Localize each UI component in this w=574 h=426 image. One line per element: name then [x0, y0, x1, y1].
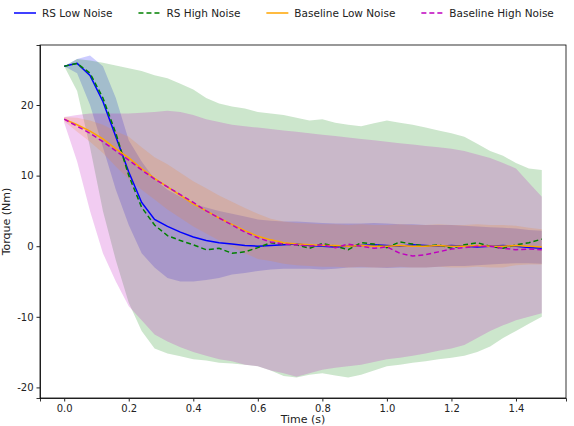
y-tick: 10	[21, 170, 40, 181]
y-tick-mark	[37, 246, 41, 247]
x-axis: 0.0 0.2 0.4 0.6 0.8 1.0 1.2 1.4	[41, 398, 567, 414]
plot-frame	[40, 45, 566, 398]
y-axis: -20 -10 0 10 20	[17, 46, 40, 399]
x-tick-label: 0.2	[121, 403, 137, 414]
x-tick-label: 1.0	[379, 403, 395, 414]
legend-item: RS Low Noise	[14, 7, 112, 19]
legend-label: RS High Noise	[166, 7, 240, 19]
x-tick-mark	[64, 398, 65, 402]
x-axis-line	[41, 399, 567, 402]
x-tick-label: 0.4	[186, 403, 202, 414]
chart: 0.0 0.2 0.4 0.6 0.8 1.0 1.2 1.4 -20 -10 0 10 20 Time …	[0, 0, 574, 426]
x-tick: 0.6	[250, 398, 266, 414]
legend-item: RS High Noise	[138, 7, 240, 19]
legend-swatch	[266, 12, 288, 14]
band	[64, 59, 542, 377]
y-tick-label: 10	[21, 170, 34, 181]
legend-swatch	[14, 12, 36, 14]
x-tick-label: 0.0	[57, 403, 73, 414]
legend: RS Low Noise RS High Noise Baseline Low No…	[14, 7, 554, 19]
plot: 0.0 0.2 0.4 0.6 0.8 1.0 1.2 1.4 -20 -10 0 10 20	[17, 45, 566, 414]
y-tick-label: 0	[27, 241, 33, 252]
plot-area	[64, 56, 542, 378]
y-tick: -20	[17, 382, 40, 393]
y-tick-mark	[37, 176, 41, 177]
legend-swatch	[138, 12, 160, 14]
line	[64, 63, 542, 253]
y-tick-mark	[37, 317, 41, 318]
y-tick-label: -20	[17, 382, 33, 393]
y-tick: 0	[27, 241, 40, 252]
x-tick: 1.0	[379, 398, 395, 414]
legend-label: Baseline Low Noise	[294, 7, 395, 19]
legend-label: RS Low Noise	[42, 7, 112, 19]
x-tick-mark	[129, 398, 130, 402]
x-tick-mark	[322, 398, 323, 402]
x-tick-mark	[193, 398, 194, 402]
y-tick-label: 20	[21, 100, 34, 111]
x-tick: 0.2	[121, 398, 137, 414]
y-axis-line	[37, 46, 41, 399]
legend-item: Baseline Low Noise	[266, 7, 395, 19]
x-tick-label: 1.2	[444, 403, 460, 414]
x-tick: 0.8	[315, 398, 331, 414]
x-tick-label: 1.4	[509, 403, 525, 414]
y-tick: 20	[21, 100, 40, 111]
x-tick: 0.0	[57, 398, 73, 414]
legend-label: Baseline High Noise	[449, 7, 553, 19]
y-tick: -10	[17, 312, 40, 323]
line	[64, 119, 542, 247]
y-tick-label: -10	[17, 312, 33, 323]
x-tick-label: 0.8	[315, 403, 331, 414]
line	[64, 119, 542, 256]
x-axis-title: Time (s)	[280, 413, 326, 426]
y-axis-title: Torque (Nm)	[0, 188, 13, 257]
x-tick-label: 0.6	[250, 403, 266, 414]
y-tick-mark	[37, 105, 41, 106]
x-tick-mark	[258, 398, 259, 402]
legend-item: Baseline High Noise	[421, 7, 553, 19]
x-tick: 1.4	[509, 398, 525, 414]
x-tick-mark	[516, 398, 517, 402]
legend-swatch	[421, 12, 443, 14]
x-tick: 0.4	[186, 398, 202, 414]
x-tick-mark	[387, 398, 388, 402]
band	[64, 111, 542, 377]
y-tick-mark	[37, 387, 41, 388]
line	[64, 63, 542, 248]
x-tick-mark	[451, 398, 452, 402]
x-tick: 1.2	[444, 398, 460, 414]
